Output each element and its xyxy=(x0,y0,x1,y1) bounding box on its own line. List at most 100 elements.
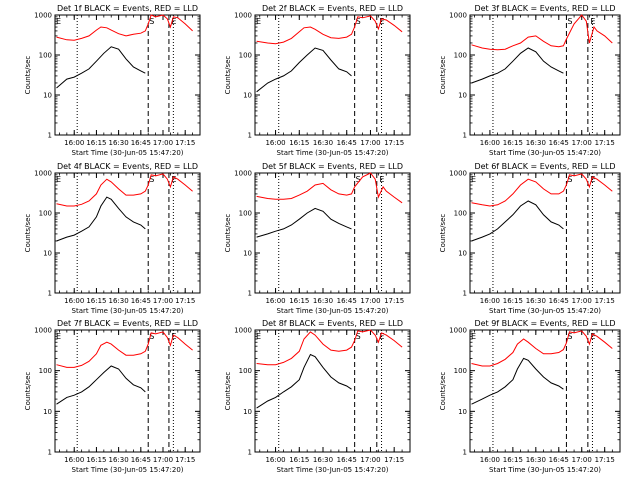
y-tick-label: 10 xyxy=(43,92,52,100)
y-axis-label: Counts/sec xyxy=(439,56,447,95)
x-tick-label: 17:15 xyxy=(175,456,195,464)
interval-marker-e: E xyxy=(379,332,384,341)
y-tick-label: 1000 xyxy=(449,12,467,20)
x-tick-label: 17:00 xyxy=(360,297,380,305)
y-tick-label: 1000 xyxy=(449,327,467,335)
panel-title: Det 1f BLACK = Events, RED = LLD xyxy=(57,4,198,13)
x-axis-label: Start Time (30-Jun-05 15:47:20) xyxy=(277,149,389,157)
y-tick-label: 1000 xyxy=(34,170,52,178)
y-axis-label: Counts/sec xyxy=(224,56,232,95)
x-tick-label: 16:00 xyxy=(480,456,500,464)
interval-marker-e: E xyxy=(171,332,176,341)
y-tick-label: 10 xyxy=(43,250,52,258)
interval-marker-e: E xyxy=(471,175,476,184)
x-tick-label: 17:15 xyxy=(384,297,404,305)
x-tick-label: 16:45 xyxy=(549,297,569,305)
x-axis-label: Start Time (30-Jun-05 15:47:20) xyxy=(489,307,601,315)
y-tick-label: 1000 xyxy=(234,170,252,178)
x-tick-label: 16:30 xyxy=(313,139,333,147)
x-tick-label: 17:15 xyxy=(384,139,404,147)
panel-det-6: Det 6f BLACK = Events, RED = LLD 1 10 100 10… xyxy=(439,162,621,315)
x-tick-label: 16:00 xyxy=(64,139,84,147)
y-axis-label: Counts/sec xyxy=(24,56,32,95)
y-tick-label: 1000 xyxy=(34,12,52,20)
x-tick-label: 17:00 xyxy=(153,456,173,464)
series-lld-line xyxy=(56,331,193,368)
x-tick-label: 16:15 xyxy=(86,139,106,147)
y-tick-label: 10 xyxy=(43,408,52,416)
interval-marker-s: S xyxy=(567,175,572,184)
plot-frame xyxy=(254,329,411,453)
x-axis-label: Start Time (30-Jun-05 15:47:20) xyxy=(489,466,601,474)
y-tick-label: 1000 xyxy=(234,327,252,335)
y-tick-label: 1 xyxy=(463,449,467,457)
x-tick-label: 16:15 xyxy=(503,456,523,464)
interval-marker-s: S xyxy=(149,175,154,184)
series-lld-line xyxy=(256,172,403,204)
y-tick-label: 100 xyxy=(39,367,52,375)
x-tick-label: 16:00 xyxy=(480,297,500,305)
y-tick-label: 100 xyxy=(39,210,52,218)
interval-marker-e: E xyxy=(171,175,176,184)
series-lld-line xyxy=(471,330,613,367)
y-tick-label: 1000 xyxy=(34,327,52,335)
x-tick-label: 16:00 xyxy=(480,139,500,147)
interval-marker-e: E xyxy=(56,17,61,26)
panel-title: Det 2f BLACK = Events, RED = LLD xyxy=(262,4,403,13)
x-tick-label: 17:00 xyxy=(153,139,173,147)
interval-marker-e: E xyxy=(379,175,384,184)
panel-det-1: Det 1f BLACK = Events, RED = LLD 1 10 100 10… xyxy=(24,4,201,157)
x-tick-label: 16:15 xyxy=(289,297,309,305)
x-tick-label: 16:00 xyxy=(64,297,84,305)
series-events-line xyxy=(256,353,352,409)
x-axis-label: Start Time (30-Jun-05 15:47:20) xyxy=(72,149,184,157)
x-tick-label: 16:45 xyxy=(131,139,151,147)
series-events-line xyxy=(56,196,146,242)
x-tick-label: 16:15 xyxy=(289,456,309,464)
y-tick-label: 10 xyxy=(243,408,252,416)
x-tick-label: 16:15 xyxy=(86,456,106,464)
panel-title: Det 6f BLACK = Events, RED = LLD xyxy=(474,162,615,171)
interval-marker-e: E xyxy=(471,332,476,341)
x-tick-label: 16:30 xyxy=(109,456,129,464)
interval-marker-s: S xyxy=(149,332,154,341)
x-axis-label: Start Time (30-Jun-05 15:47:20) xyxy=(277,307,389,315)
interval-marker-e: E xyxy=(590,332,595,341)
x-tick-label: 17:15 xyxy=(384,456,404,464)
panel-det-7: Det 7f BLACK = Events, RED = LLD 1 10 100 10… xyxy=(24,319,201,474)
interval-marker-s: S xyxy=(356,332,361,341)
y-axis-label: Counts/sec xyxy=(224,372,232,411)
interval-marker-e: E xyxy=(256,17,261,26)
series-lld-line xyxy=(256,329,403,366)
y-tick-label: 100 xyxy=(454,367,467,375)
interval-marker-s: S xyxy=(149,17,154,26)
x-axis-label: Start Time (30-Jun-05 15:47:20) xyxy=(277,466,389,474)
x-tick-label: 17:00 xyxy=(360,139,380,147)
y-tick-label: 10 xyxy=(458,408,467,416)
x-tick-label: 17:00 xyxy=(153,297,173,305)
x-tick-label: 17:15 xyxy=(175,297,195,305)
y-tick-label: 1 xyxy=(48,290,52,298)
interval-marker-s: S xyxy=(567,17,572,26)
x-tick-label: 17:15 xyxy=(595,456,615,464)
y-tick-label: 10 xyxy=(458,250,467,258)
interval-marker-e: E xyxy=(256,332,261,341)
y-tick-label: 1 xyxy=(248,132,252,140)
panel-det-5: Det 5f BLACK = Events, RED = LLD 1 10 100 10… xyxy=(224,162,411,315)
plot-frame xyxy=(54,329,201,453)
y-tick-label: 100 xyxy=(39,52,52,60)
series-events-line xyxy=(56,46,146,89)
interval-marker-e: E xyxy=(590,175,595,184)
y-tick-label: 1 xyxy=(463,290,467,298)
series-lld-line xyxy=(471,14,613,51)
plot-frame xyxy=(469,14,621,136)
y-tick-label: 1 xyxy=(48,132,52,140)
interval-marker-s: S xyxy=(356,17,361,26)
x-tick-label: 16:30 xyxy=(526,456,546,464)
x-tick-label: 16:30 xyxy=(313,297,333,305)
x-tick-label: 16:30 xyxy=(526,139,546,147)
y-axis-label: Counts/sec xyxy=(24,214,32,253)
x-tick-label: 16:30 xyxy=(313,456,333,464)
interval-marker-e: E xyxy=(590,17,595,26)
